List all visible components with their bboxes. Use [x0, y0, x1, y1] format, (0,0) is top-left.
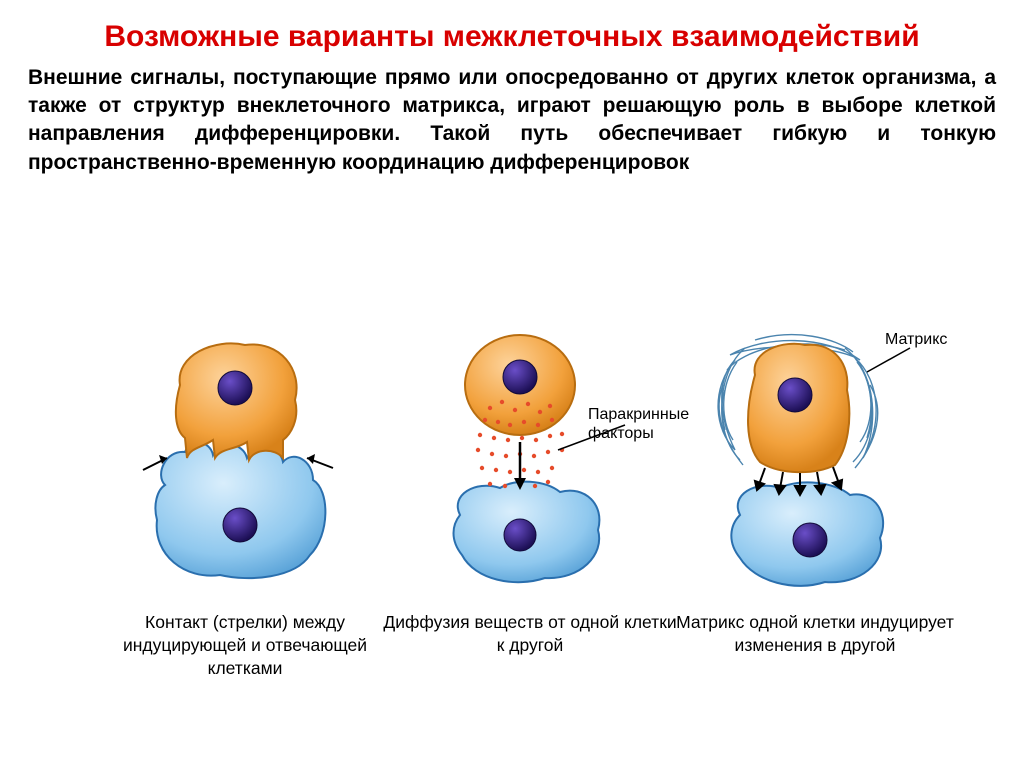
top-nucleus [503, 360, 537, 394]
page-title: Возможные варианты межклеточных взаимоде… [0, 0, 1024, 64]
caption-contact: Контакт (стрелки) между индуцирующей и о… [95, 611, 395, 679]
panel-diffusion: Диффузия веществ от одной клетки к друго… [380, 330, 680, 657]
panel-matrix: Матрикс одной клетки индуцирует изменени… [665, 330, 965, 657]
caption-diffusion: Диффузия веществ от одной клетки к друго… [380, 611, 680, 657]
panel-matrix-svg [695, 330, 935, 600]
panel-diffusion-svg [420, 330, 640, 600]
bottom-nucleus [793, 523, 827, 557]
top-nucleus [778, 378, 812, 412]
bottom-nucleus [223, 508, 257, 542]
caption-matrix: Матрикс одной клетки индуцирует изменени… [665, 611, 965, 657]
bottom-nucleus [504, 519, 536, 551]
matrix-callout-line [867, 348, 910, 372]
diagram-area: Контакт (стрелки) между индуцирующей и о… [0, 330, 1024, 760]
panel-contact-svg [135, 330, 355, 600]
panel-contact: Контакт (стрелки) между индуцирующей и о… [95, 330, 395, 679]
top-nucleus [218, 371, 252, 405]
side-arrow-right [307, 454, 333, 468]
matrix-label: Матрикс [885, 330, 947, 349]
body-paragraph: Внешние сигналы, поступающие прямо или о… [0, 64, 1024, 177]
